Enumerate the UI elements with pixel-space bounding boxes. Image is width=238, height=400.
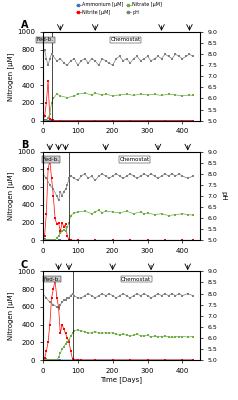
Text: Fed-b.: Fed-b. [37, 37, 54, 42]
Y-axis label: Nitrogen [μM]: Nitrogen [μM] [8, 52, 15, 100]
Y-axis label: Nitrogen [μM]: Nitrogen [μM] [8, 292, 15, 340]
X-axis label: Time [Days]: Time [Days] [100, 376, 142, 383]
Y-axis label: pH: pH [220, 191, 226, 201]
Text: Fed-b.: Fed-b. [42, 157, 59, 162]
Text: Chemostat: Chemostat [111, 37, 141, 42]
Text: Chemostat: Chemostat [121, 277, 151, 282]
Text: B: B [21, 140, 28, 150]
Text: C: C [21, 260, 28, 270]
Legend: Ammonium [µM], Nitrite [µM], Nitrate [µM], pH: Ammonium [µM], Nitrite [µM], Nitrate [µM… [76, 2, 162, 15]
Text: Chemostat: Chemostat [119, 157, 149, 162]
Y-axis label: Nitrogen [μM]: Nitrogen [μM] [8, 172, 15, 220]
Text: Fed-b.: Fed-b. [43, 277, 60, 282]
Text: A: A [21, 20, 28, 30]
